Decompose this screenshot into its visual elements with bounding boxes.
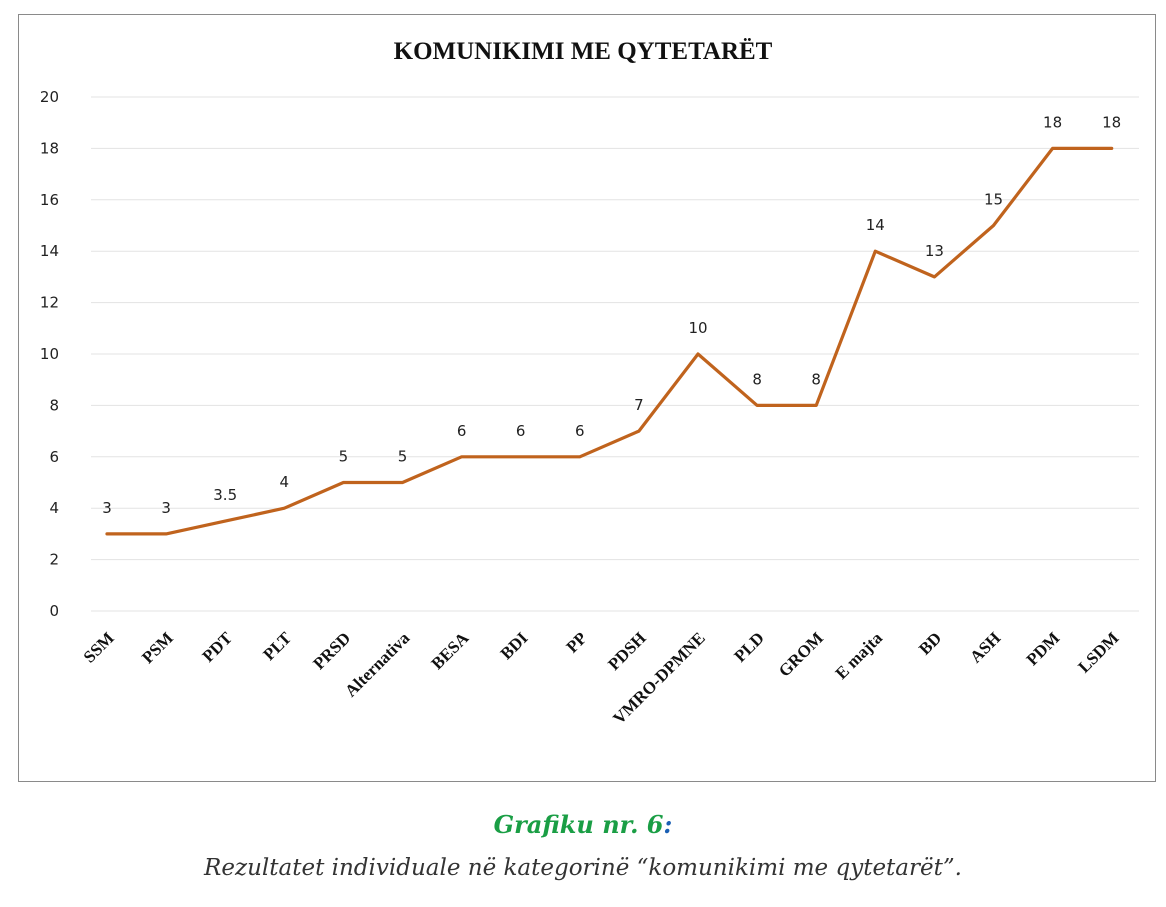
chart-title: KOMUNIKIMI ME QYTETARËT [394, 38, 773, 65]
x-tick-label: LSDM [1074, 628, 1122, 676]
data-label: 6 [457, 422, 467, 440]
y-axis-ticks: 0 2 4 6 8 10 12 14 16 18 20 [40, 88, 59, 620]
x-tick-label: PRSD [309, 628, 354, 673]
data-label: 3.5 [213, 486, 237, 504]
data-label: 18 [1043, 113, 1062, 131]
x-tick-label: GROM [775, 628, 827, 680]
chart-frame: KOMUNIKIMI ME QYTETARËT 0 2 4 6 8 10 12 14 16 18 2… [18, 14, 1156, 782]
data-label: 14 [866, 216, 885, 234]
y-tick-label: 12 [40, 294, 59, 312]
y-tick-label: 10 [40, 345, 59, 363]
y-tick-label: 2 [49, 551, 59, 569]
x-tick-label: E majta [832, 628, 887, 683]
caption-label-suffix: : [663, 810, 673, 839]
y-tick-label: 4 [49, 499, 59, 517]
x-tick-label: BDI [497, 628, 532, 663]
y-tick-label: 0 [49, 602, 59, 620]
y-tick-label: 16 [40, 191, 59, 209]
y-tick-label: 20 [40, 88, 59, 106]
figure-caption-text: Rezultatet individuale në kategorinë “ko… [204, 855, 962, 881]
x-tick-label: PDT [199, 628, 237, 666]
x-tick-label: PLT [259, 628, 295, 664]
data-label: 5 [339, 448, 349, 466]
line-chart: KOMUNIKIMI ME QYTETARËT 0 2 4 6 8 10 12 14 16 18 2… [40, 38, 1139, 728]
series-line [105, 146, 1114, 536]
data-label: 8 [752, 370, 762, 388]
data-label: 6 [575, 422, 585, 440]
data-label: 3 [102, 499, 112, 517]
data-label: 18 [1102, 113, 1121, 131]
data-label: 8 [811, 370, 821, 388]
data-label: 7 [634, 396, 644, 414]
data-label: 15 [984, 191, 1003, 209]
x-tick-label: PLD [730, 628, 767, 665]
x-tick-label: PP [562, 628, 590, 656]
data-labels: 3 3 3.5 4 5 5 6 6 6 7 10 8 8 14 13 15 18 18 [102, 113, 1121, 517]
x-tick-label: Alternativa [341, 628, 414, 701]
data-label: 4 [280, 473, 290, 491]
data-label: 3 [161, 499, 171, 517]
y-tick-label: 6 [49, 448, 59, 466]
x-tick-label: BESA [428, 628, 473, 673]
x-tick-label: PSM [138, 628, 177, 667]
data-label: 5 [398, 448, 408, 466]
x-tick-label: BD [915, 628, 945, 658]
gridlines [91, 96, 1139, 612]
y-tick-label: 14 [40, 242, 59, 260]
data-label: 10 [688, 319, 707, 337]
y-tick-label: 8 [49, 396, 59, 414]
y-tick-label: 18 [40, 139, 59, 157]
x-tick-label: PDSH [604, 628, 649, 673]
data-label: 6 [516, 422, 526, 440]
figure-caption-label: Grafiku nr. 6: [0, 810, 1166, 839]
x-tick-label: SSM [80, 628, 118, 666]
x-tick-label: PDM [1023, 628, 1064, 669]
caption-label-text: Grafiku nr. 6 [493, 810, 664, 839]
x-tick-label: ASH [966, 628, 1004, 666]
data-label: 13 [925, 242, 944, 260]
